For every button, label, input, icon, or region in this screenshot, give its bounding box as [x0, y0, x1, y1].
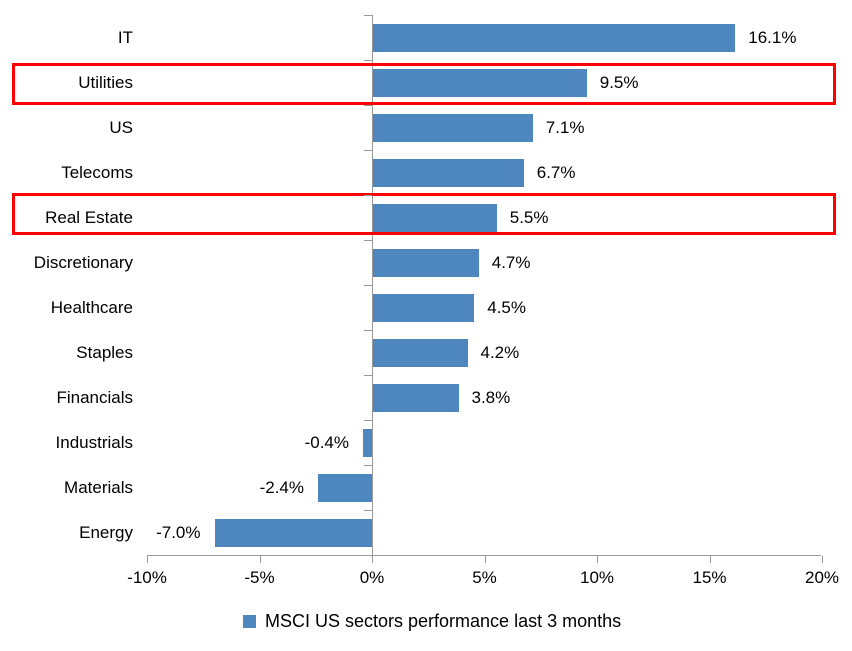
y-axis-tick [364, 330, 372, 331]
bar-value-label: 4.2% [480, 342, 520, 362]
legend-series-marker [243, 614, 256, 628]
category-label: Energy [79, 522, 133, 542]
legend: MSCI US sectors performance last 3 month… [243, 607, 621, 635]
bar-segment [214, 518, 372, 547]
bar-value-label: 4.5% [487, 297, 526, 317]
category-label: Industrials [55, 432, 133, 452]
x-axis-tick-label: 10% [579, 568, 615, 587]
x-axis-tick [372, 556, 373, 563]
y-axis-tick [364, 150, 372, 151]
y-axis-tick [364, 60, 372, 61]
y-axis-tick [364, 285, 372, 286]
y-axis-tick [364, 555, 372, 556]
category-label: US [109, 117, 133, 137]
bar-segment [373, 68, 587, 97]
x-axis-tick [822, 556, 823, 563]
bar-value-label: -2.4% [259, 477, 304, 497]
y-axis-tick [364, 15, 372, 16]
x-axis-tick [484, 556, 486, 563]
bar-value-label: -7.0% [156, 522, 201, 542]
legend-series-label: MSCI US sectors performance last 3 month… [265, 611, 622, 631]
bar-segment [363, 428, 372, 457]
x-axis-tick-label: 15% [692, 568, 727, 587]
x-axis-tick [147, 556, 148, 563]
y-axis-tick [364, 195, 372, 196]
bar-value-label: 3.8% [471, 387, 511, 407]
y-axis-tick [364, 375, 372, 376]
y-axis-line [372, 15, 373, 555]
x-axis-tick-label: 0% [359, 568, 385, 587]
bar-segment [373, 383, 459, 412]
bar-segment [373, 293, 475, 322]
y-axis-tick [364, 465, 372, 466]
x-axis-tick-label: 20% [804, 568, 840, 587]
category-label: Real Estate [45, 207, 133, 227]
highlight-box-utilities [12, 63, 836, 105]
bar-segment [373, 248, 479, 277]
x-axis-tick-label: -10% [127, 568, 167, 587]
bar-segment [373, 338, 468, 367]
category-label: Utilities [78, 72, 133, 92]
x-axis-tick-label: -5% [244, 568, 275, 587]
y-axis-tick [364, 105, 372, 106]
y-axis-tick [364, 510, 372, 511]
category-label: Staples [76, 342, 133, 362]
y-axis-tick [364, 420, 372, 421]
x-axis-line [147, 555, 821, 556]
bar-value-label: 5.5% [509, 207, 549, 227]
highlight-box-real-estate [12, 193, 836, 235]
y-axis-tick [364, 240, 372, 241]
bar-value-label: 9.5% [599, 72, 639, 92]
x-axis-tick-label: 5% [472, 568, 497, 587]
bar-segment [373, 23, 736, 52]
x-axis-tick [259, 556, 261, 563]
bar-value-label: 6.7% [536, 162, 576, 182]
bar-value-label: 7.1% [545, 117, 585, 137]
category-label: Financials [56, 387, 133, 407]
bar-segment [373, 158, 524, 187]
x-axis-tick [597, 556, 598, 563]
bar-value-label: 4.7% [491, 252, 531, 272]
category-label: Discretionary [33, 252, 133, 272]
category-label: Materials [64, 477, 133, 497]
bar-segment [373, 113, 533, 142]
bar-value-label: 16.1% [748, 27, 797, 47]
category-label: Healthcare [50, 297, 133, 317]
bar-segment [373, 203, 497, 232]
bar-value-label: -0.4% [304, 432, 349, 452]
category-label: Telecoms [61, 162, 133, 182]
category-label: IT [117, 27, 133, 47]
x-axis-tick [709, 556, 711, 563]
bar-segment [318, 473, 372, 502]
